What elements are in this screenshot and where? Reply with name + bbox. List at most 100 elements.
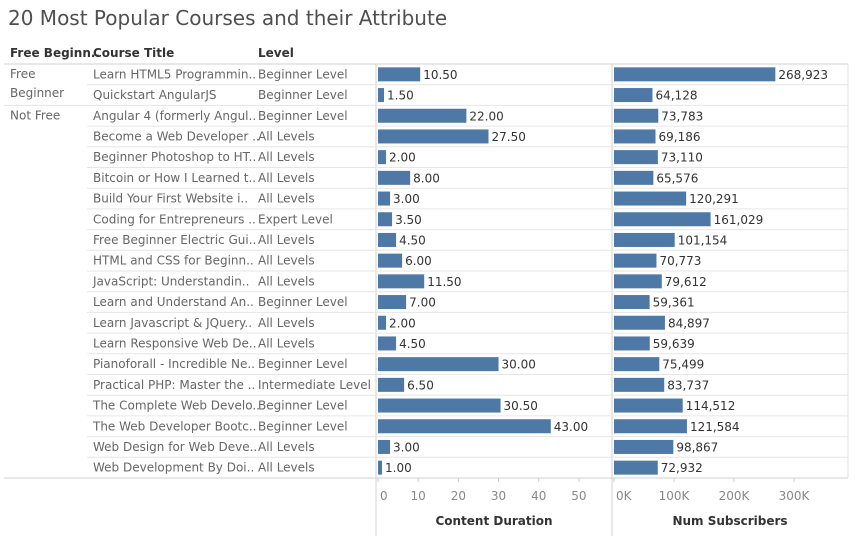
course-title: Build Your First Website i.. (93, 192, 248, 206)
subscribers-bar[interactable] (614, 253, 657, 268)
level-label: Beginner Level (258, 67, 348, 81)
subscribers-bar[interactable] (614, 274, 662, 289)
duration-bar[interactable] (378, 191, 391, 206)
subscribers-bar[interactable] (614, 191, 687, 206)
subscribers-bar[interactable] (614, 357, 660, 372)
axis-title: Content Duration (435, 514, 552, 528)
duration-bar[interactable] (378, 357, 499, 372)
duration-bar[interactable] (378, 460, 383, 475)
duration-bar[interactable] (378, 88, 385, 103)
duration-value-label: 22.00 (469, 109, 503, 123)
duration-bar[interactable] (378, 129, 489, 144)
tick-label: 40 (531, 489, 546, 503)
course-title: Coding for Entrepreneurs .. (93, 212, 256, 226)
subscribers-value-label: 83,737 (667, 378, 709, 392)
subscribers-bar[interactable] (614, 108, 659, 123)
subscribers-bar[interactable] (614, 419, 687, 434)
subscribers-value-label: 69,186 (659, 130, 701, 144)
subscribers-bar[interactable] (614, 336, 650, 351)
duration-value-label: 1.50 (387, 89, 414, 103)
duration-bar[interactable] (378, 212, 393, 227)
level-label: All Levels (258, 192, 315, 206)
subscribers-value-label: 70,773 (659, 254, 701, 268)
subscribers-bar[interactable] (614, 212, 711, 227)
course-title: JavaScript: Understandin.. (92, 274, 249, 288)
level-label: Beginner Level (258, 419, 348, 433)
subscribers-bar[interactable] (614, 460, 658, 475)
course-title: The Web Developer Bootc.. (92, 419, 257, 433)
tick-label: 200K (719, 489, 751, 503)
subscribers-bar[interactable] (614, 295, 650, 310)
subscribers-bar[interactable] (614, 129, 656, 144)
level-header[interactable]: Level (258, 46, 294, 60)
duration-bar[interactable] (378, 419, 551, 434)
subscribers-bar[interactable] (614, 315, 665, 330)
subscribers-value-label: 72,932 (661, 461, 703, 475)
subscribers-bar[interactable] (614, 88, 653, 103)
level-label: Beginner Level (258, 399, 348, 413)
subscribers-bar[interactable] (614, 170, 654, 185)
course-title: Become a Web Developer .. (93, 129, 260, 143)
duration-bar[interactable] (378, 170, 411, 185)
level-label: All Levels (258, 274, 315, 288)
subscribers-value-label: 161,029 (714, 213, 764, 227)
duration-bar[interactable] (378, 253, 403, 268)
duration-value-label: 30.00 (502, 358, 536, 372)
page-title: 20 Most Popular Courses and their Attrib… (8, 6, 448, 30)
duration-value-label: 6.00 (405, 254, 432, 268)
tick-label: 0K (616, 489, 633, 503)
duration-value-label: 27.50 (492, 130, 526, 144)
duration-bar[interactable] (378, 67, 421, 82)
duration-bar[interactable] (378, 336, 397, 351)
duration-bar[interactable] (378, 315, 387, 330)
subscribers-bar[interactable] (614, 67, 776, 82)
duration-bar[interactable] (378, 232, 397, 247)
duration-value-label: 3.00 (393, 192, 420, 206)
tick-label: 10 (411, 489, 426, 503)
duration-bar[interactable] (378, 295, 407, 310)
duration-bar[interactable] (378, 274, 425, 289)
subscribers-value-label: 64,128 (655, 89, 697, 103)
level-label: All Levels (258, 336, 315, 350)
subscribers-bar[interactable] (614, 439, 674, 454)
duration-value-label: 30.50 (504, 399, 538, 413)
subscribers-bar[interactable] (614, 232, 675, 247)
duration-bar[interactable] (378, 439, 391, 454)
duration-bar[interactable] (378, 108, 467, 123)
level-label: Beginner Level (258, 357, 348, 371)
group-label: Beginner (10, 86, 64, 100)
subscribers-bar[interactable] (614, 398, 683, 413)
course-title-header[interactable]: Course Title (93, 46, 175, 60)
free-beginner-header[interactable]: Free Beginn.. (10, 46, 100, 60)
subscribers-value-label: 98,867 (676, 440, 718, 454)
level-label: All Levels (258, 461, 315, 475)
duration-value-label: 7.00 (409, 296, 436, 310)
duration-value-label: 6.50 (407, 378, 434, 392)
course-title: Free Beginner Electric Gui.. (93, 233, 256, 247)
level-label: Intermediate Level (258, 378, 371, 392)
subscribers-value-label: 114,512 (686, 399, 736, 413)
duration-bar[interactable] (378, 377, 405, 392)
duration-value-label: 3.50 (395, 213, 422, 227)
level-label: All Levels (258, 254, 315, 268)
subscribers-bar[interactable] (614, 150, 658, 165)
course-title: Learn Javascript & JQuery.. (93, 316, 252, 330)
duration-value-label: 4.50 (399, 233, 426, 247)
course-title: Angular 4 (formerly Angul.. (93, 109, 256, 123)
duration-bar[interactable] (378, 150, 387, 165)
subscribers-value-label: 59,361 (653, 296, 695, 310)
level-label: All Levels (258, 129, 315, 143)
tick-label: 100K (659, 489, 691, 503)
level-label: All Levels (258, 440, 315, 454)
subscribers-bar[interactable] (614, 377, 665, 392)
course-title: Pianoforall - Incredible Ne.. (93, 357, 255, 371)
course-title: The Complete Web Develo.. (92, 399, 260, 413)
subscribers-value-label: 65,576 (656, 171, 698, 185)
course-title: Quickstart AngularJS (93, 88, 217, 102)
subscribers-value-label: 121,584 (690, 420, 740, 434)
subscribers-value-label: 59,639 (653, 337, 695, 351)
duration-bar[interactable] (378, 398, 501, 413)
duration-value-label: 2.00 (389, 316, 416, 330)
subscribers-value-label: 73,783 (661, 109, 703, 123)
